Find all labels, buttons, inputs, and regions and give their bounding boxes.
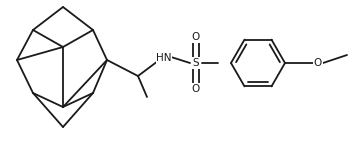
Text: O: O	[192, 84, 200, 94]
Text: HN: HN	[156, 53, 172, 63]
Text: O: O	[314, 58, 322, 68]
Text: S: S	[193, 58, 199, 68]
Text: O: O	[192, 32, 200, 42]
